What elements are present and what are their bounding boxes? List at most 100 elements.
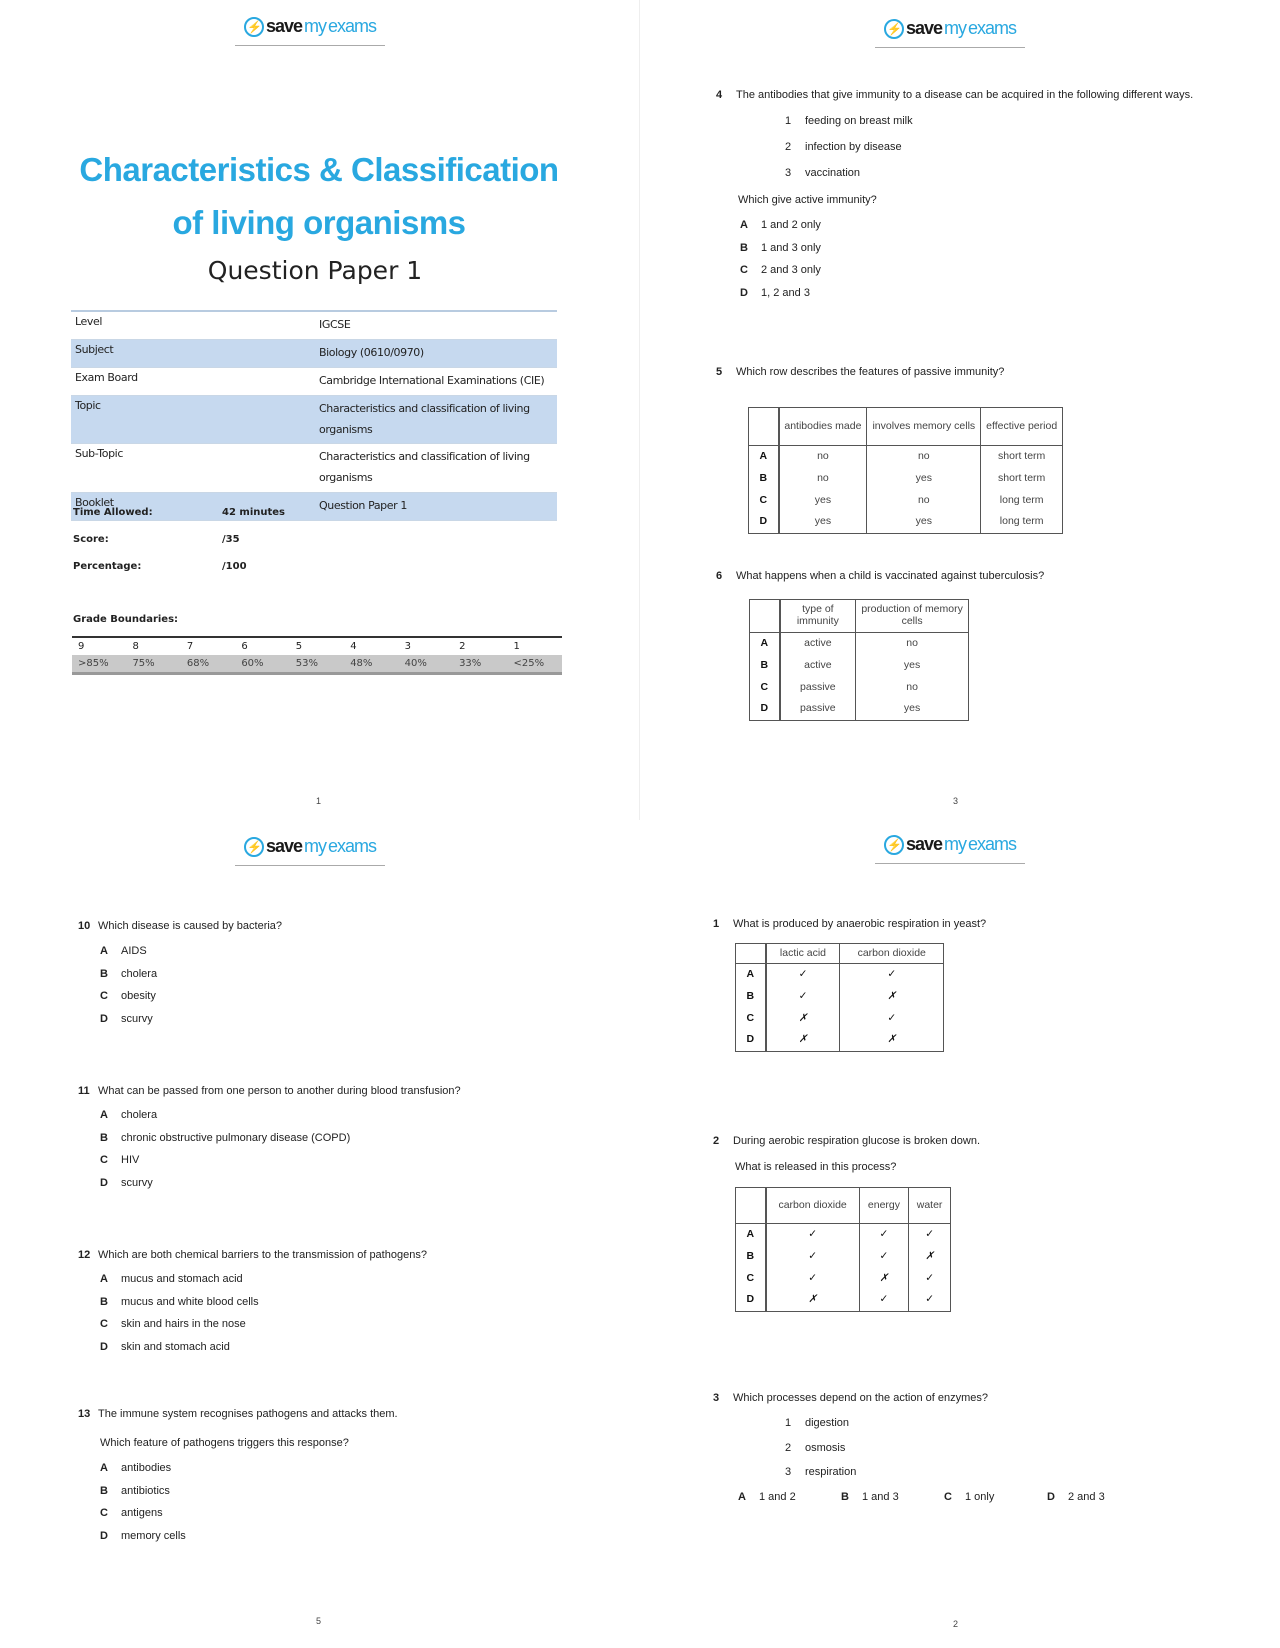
table-cell: yes	[866, 511, 982, 534]
table-cell: yes	[855, 698, 969, 721]
question-text: During aerobic respiration glucose is br…	[733, 1135, 981, 1147]
column-header: effective period	[980, 407, 1063, 446]
cross-icon: ✗	[764, 1007, 841, 1030]
info-label: Booklet	[75, 496, 114, 510]
column-header: carbon dioxide	[765, 1187, 860, 1224]
option-letter: B	[100, 967, 108, 980]
question-text: What happens when a child is vaccinated …	[736, 570, 1045, 582]
check-icon: ✓	[908, 1267, 951, 1290]
table-row: A ✓ ✓	[735, 963, 944, 986]
table-cell: yes	[777, 489, 868, 512]
logo: ⚡ save my exams	[870, 18, 1030, 51]
check-icon: ✓	[908, 1289, 951, 1312]
grade-cell: 4	[350, 641, 357, 652]
check-icon: ✓	[858, 1245, 910, 1268]
cross-icon: ✗	[839, 1029, 944, 1052]
row-label: C	[735, 1007, 767, 1030]
info-row: Topic Characteristics and classification …	[71, 395, 557, 445]
option-text: 1 and 2 only	[761, 219, 821, 231]
percentage-label: Percentage:	[73, 561, 142, 572]
table-header-row: antibodies made involves memory cells effe…	[748, 407, 1063, 446]
option-text: cholera	[121, 1109, 158, 1121]
grade-cell: 9	[78, 641, 85, 652]
question-prompt: Which give active immunity?	[738, 194, 877, 206]
list-item: 3 respiration	[785, 1466, 856, 1478]
option-letter: D	[740, 286, 748, 299]
info-label: Subject	[75, 342, 114, 356]
option-text: antibodies	[121, 1462, 172, 1474]
cross-icon: ✗	[908, 1245, 951, 1268]
row-label: A	[735, 963, 767, 986]
check-icon: ✓	[764, 963, 841, 986]
lightning-bolt-icon: ⚡	[243, 16, 264, 37]
logo-save: save	[265, 836, 303, 856]
answer-option-a[interactable]: A 1 and 2	[738, 1491, 796, 1503]
boundary-cell: <25%	[507, 655, 562, 675]
logo-my: my	[944, 18, 967, 38]
option-text: 1 only	[965, 1491, 995, 1503]
info-value: Characteristics and classification of li…	[319, 450, 530, 485]
row-label: D	[748, 511, 780, 534]
option-letter: A	[740, 219, 748, 231]
boundary-cell: 33%	[453, 655, 508, 675]
answer-option-d[interactable]: D 2 and 3	[1047, 1491, 1105, 1503]
question-text: The antibodies that give immunity to a d…	[736, 89, 1194, 101]
page-divider	[639, 0, 640, 820]
answer-option-c[interactable]: C 1 only	[944, 1491, 994, 1503]
row-label: B	[748, 467, 780, 490]
table-cell: passive	[778, 698, 857, 721]
option-letter: D	[100, 1012, 108, 1025]
boundary-cell: 68%	[180, 655, 236, 675]
question-number: 11	[78, 1085, 90, 1097]
table-cell: no	[855, 632, 969, 655]
answer-option-d[interactable]: D 1, 2 and 3	[740, 287, 810, 299]
logo-exams: exams	[328, 16, 377, 36]
question-text: The immune system recognises pathogens a…	[98, 1408, 398, 1420]
answer-option-c[interactable]: C 2 and 3 only	[740, 264, 821, 276]
boundary-cell: 60%	[235, 655, 290, 675]
answer-option-a[interactable]: A AIDS	[100, 945, 147, 957]
logo-tagline	[875, 44, 1025, 48]
answer-option-c[interactable]: C HIV	[100, 1154, 139, 1166]
list-item: 2 osmosis	[785, 1442, 845, 1454]
info-value: Question Paper 1	[319, 499, 407, 513]
grade-cell: 8	[132, 641, 139, 652]
item-text: feeding on breast milk	[805, 115, 913, 127]
option-text: antibiotics	[121, 1484, 170, 1497]
item-number: 3	[785, 1466, 792, 1478]
column-header: involves memory cells	[866, 407, 982, 446]
answer-option-a[interactable]: A 1 and 2 only	[740, 219, 821, 231]
row-label: B	[735, 985, 767, 1008]
boundary-row: >85% 75% 68% 60% 53% 48% 40% 33% <25%	[72, 655, 562, 675]
row-label: D	[735, 1289, 767, 1312]
list-item: 3 vaccination	[785, 167, 860, 179]
info-label: Exam Board	[75, 370, 138, 384]
row-label: C	[735, 1267, 767, 1290]
question-text: What is produced by anaerobic respiratio…	[733, 918, 987, 930]
question-text: Which disease is caused by bacteria?	[98, 920, 283, 932]
question-number: 10	[78, 920, 91, 932]
info-row: Level IGCSE	[71, 312, 557, 340]
answer-option-b[interactable]: B 1 and 3	[841, 1491, 899, 1503]
logo-wordmark: ⚡ save my exams	[870, 834, 1030, 855]
answer-option-b[interactable]: B 1 and 3 only	[740, 242, 821, 254]
option-letter: A	[738, 1491, 746, 1503]
